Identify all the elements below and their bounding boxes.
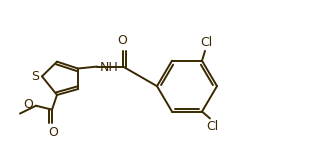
Text: O: O bbox=[117, 34, 127, 47]
Text: O: O bbox=[23, 98, 33, 111]
Text: S: S bbox=[31, 70, 39, 83]
Text: O: O bbox=[48, 126, 58, 139]
Text: Cl: Cl bbox=[206, 120, 218, 133]
Text: NH: NH bbox=[100, 61, 119, 74]
Text: Cl: Cl bbox=[200, 36, 212, 49]
